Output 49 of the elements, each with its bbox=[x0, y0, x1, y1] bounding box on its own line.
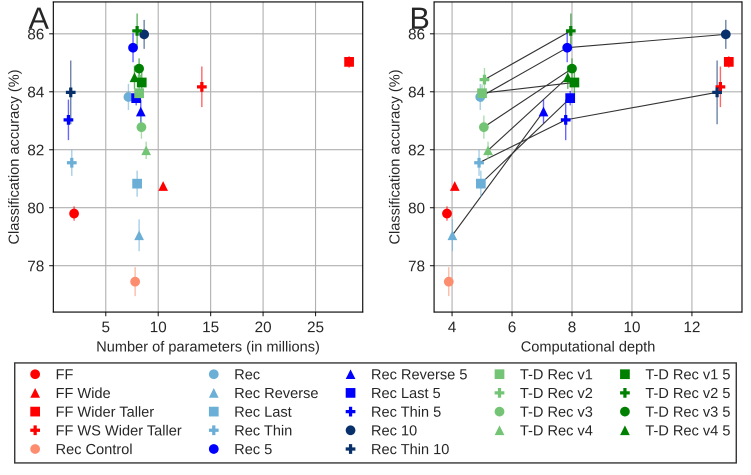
x-tick-label: 5 bbox=[102, 322, 110, 332]
legend-label: T-D Rec v4 bbox=[520, 425, 592, 436]
legend-label: Rec Thin 10 bbox=[372, 444, 449, 454]
y-tick-label: 80 bbox=[28, 202, 44, 214]
x-axis-title: Number of parameters (in millions) bbox=[97, 340, 319, 354]
legend-label: FF Wide bbox=[56, 387, 110, 398]
legend-label: Rec Thin bbox=[235, 424, 292, 436]
legend-label: T-D Rec v2 5 bbox=[646, 388, 730, 398]
legend-label: T-D Rec v4 5 bbox=[646, 425, 730, 436]
x-tick-label: 20 bbox=[255, 322, 271, 332]
legend-label: FF WS Wider Taller bbox=[56, 424, 182, 436]
legend-label: Rec bbox=[235, 369, 260, 380]
legend-label: FF bbox=[56, 369, 73, 380]
legend-label: T-D Rec v1 5 bbox=[646, 369, 730, 380]
y-tick-label: 80 bbox=[408, 202, 424, 214]
x-tick-label: 6 bbox=[508, 322, 516, 332]
legend-label: T-D Rec v3 5 bbox=[646, 406, 730, 417]
x-tick-label: 10 bbox=[624, 322, 640, 332]
legend-label: Rec 10 bbox=[372, 425, 417, 436]
y-tick-label: 82 bbox=[28, 144, 44, 156]
legend-label: T-D Rec v3 bbox=[520, 406, 592, 417]
legend-label: Rec Reverse bbox=[235, 388, 318, 398]
legend-label: Rec Control bbox=[56, 444, 132, 454]
y-tick-label: 86 bbox=[408, 28, 424, 40]
legend-label: Rec Reverse 5 bbox=[372, 369, 467, 380]
x-tick-label: 10 bbox=[150, 322, 166, 332]
y-tick-label: 84 bbox=[408, 86, 425, 98]
x-tick-label: 4 bbox=[448, 322, 456, 332]
y-tick-label: 78 bbox=[408, 260, 424, 272]
x-tick-label: 8 bbox=[568, 322, 576, 332]
y-tick-label: 82 bbox=[408, 144, 424, 156]
y-tick-label: 84 bbox=[28, 86, 44, 98]
legend-label: Rec Last 5 bbox=[372, 388, 440, 398]
y-axis-title: Classification accuracy (%) bbox=[8, 70, 22, 244]
legend-label: Rec Last bbox=[235, 406, 292, 417]
y-tick-label: 86 bbox=[28, 28, 44, 40]
y-tick-label: 78 bbox=[28, 260, 44, 272]
legend-label: FF Wider Taller bbox=[56, 406, 154, 417]
x-tick-label: 12 bbox=[684, 322, 700, 332]
legend-label: Rec 5 bbox=[235, 444, 272, 454]
chart-title: B bbox=[412, 8, 428, 29]
legend-label: T-D Rec v1 bbox=[520, 369, 592, 380]
legend-label: Rec Thin 5 bbox=[372, 406, 441, 417]
legend-label: T-D Rec v2 bbox=[520, 388, 592, 398]
x-axis-title: Computational depth bbox=[521, 340, 654, 354]
x-tick-label: 25 bbox=[308, 322, 324, 332]
x-tick-label: 15 bbox=[203, 322, 219, 332]
chart-title: A bbox=[28, 8, 49, 29]
y-axis-title: Classification accuracy (%) bbox=[388, 70, 403, 244]
